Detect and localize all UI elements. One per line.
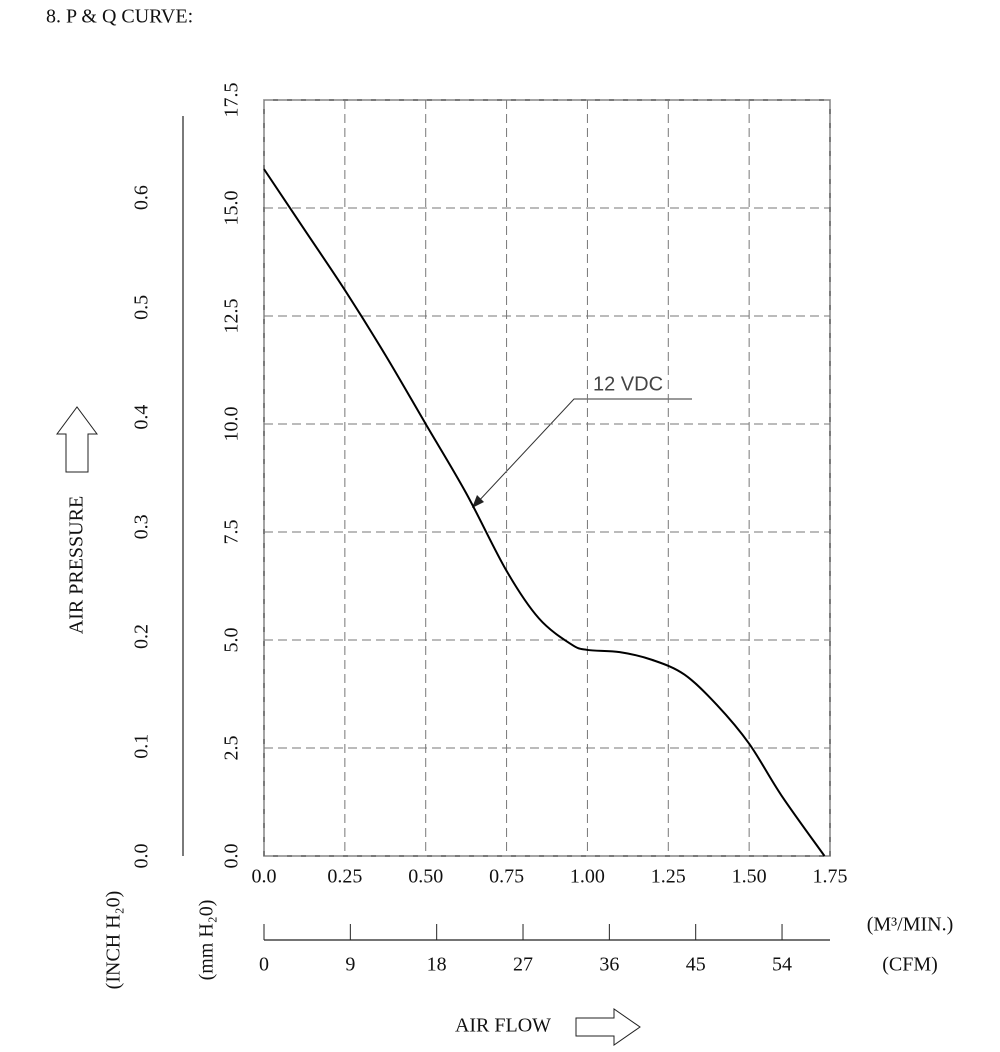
y2-tick-label: 0.3 (131, 514, 153, 539)
pq-curve (263, 168, 826, 857)
annotation-leader (475, 398, 692, 505)
plot-frame (263, 99, 831, 857)
y-tick-label: 10.0 (221, 407, 243, 442)
y2-unit: (INCH H₂0) (103, 891, 125, 990)
x2-tick-label: 18 (427, 954, 447, 976)
y2-tick-label: 0.5 (131, 295, 153, 320)
x2-tick-label: 0 (259, 954, 269, 976)
x-axis-title: AIR FLOW (455, 1015, 551, 1037)
x-tick-label: 0.0 (252, 866, 277, 888)
x2-tick-label: 36 (599, 954, 619, 976)
y2-tick-label: 0.4 (131, 405, 153, 430)
y-tick-label: 5.0 (221, 628, 243, 653)
y-tick-label: 12.5 (221, 299, 243, 334)
curve-label: 12 VDC (593, 373, 663, 395)
y2-tick-label: 0.6 (131, 185, 153, 210)
x-tick-label: 0.50 (408, 866, 443, 888)
x-tick-label: 1.25 (651, 866, 686, 888)
y2-tick-label: 0.1 (131, 734, 153, 759)
y-tick-label: 7.5 (221, 520, 243, 545)
x2-unit: (CFM) (882, 954, 938, 976)
air-pressure-arrow (56, 406, 98, 473)
x-tick-label: 1.00 (570, 866, 605, 888)
x-tick-label: 0.75 (489, 866, 524, 888)
y-tick-label: 17.5 (221, 83, 243, 118)
x-tick-label: 0.25 (327, 866, 362, 888)
x-unit: (M³/MIN.) (867, 914, 954, 936)
y2-tick-label: 0.0 (131, 844, 153, 869)
annotation-arrowhead (472, 495, 484, 508)
y-axis-title: AIR PRESSURE (66, 496, 88, 634)
y-unit: (mm H₂0) (196, 900, 218, 981)
x2-tick-label: 45 (686, 954, 706, 976)
chart-title: 8. P & Q CURVE: (46, 6, 193, 28)
y-tick-label: 2.5 (221, 736, 243, 761)
x2-tick-label: 9 (345, 954, 355, 976)
x-tick-label: 1.75 (813, 866, 848, 888)
y-tick-label: 0.0 (221, 844, 243, 869)
x2-tick-label: 27 (513, 954, 533, 976)
x2-tick-label: 54 (772, 954, 792, 976)
x-tick-label: 1.50 (732, 866, 767, 888)
air-flow-arrow (575, 1008, 641, 1046)
y2-tick-label: 0.2 (131, 624, 153, 649)
y-tick-label: 15.0 (221, 191, 243, 226)
